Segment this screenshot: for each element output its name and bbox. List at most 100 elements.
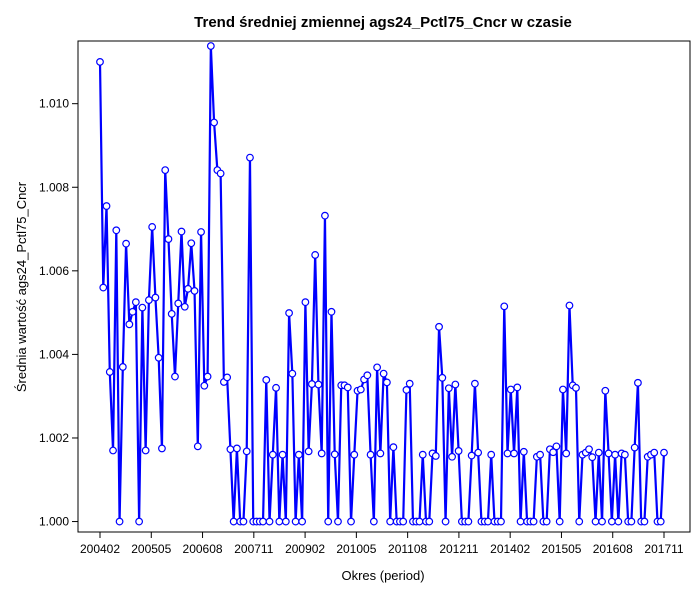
data-point xyxy=(138,303,147,312)
data-point xyxy=(588,453,597,462)
data-point xyxy=(164,235,173,243)
data-point xyxy=(614,517,623,526)
data-point xyxy=(519,447,528,456)
data-point xyxy=(431,452,440,460)
data-point xyxy=(630,443,639,452)
data-point xyxy=(285,309,293,317)
data-point xyxy=(281,517,290,526)
y-tick-label: 1.000 xyxy=(39,515,69,529)
y-tick-label: 1.006 xyxy=(39,264,69,278)
data-point xyxy=(418,450,427,459)
data-point xyxy=(177,227,186,236)
data-point xyxy=(239,517,248,526)
data-point xyxy=(620,450,629,459)
data-point xyxy=(604,449,613,458)
data-point xyxy=(102,202,111,210)
data-point xyxy=(565,301,574,310)
data-point xyxy=(402,386,411,394)
data-point xyxy=(438,373,447,382)
data-point xyxy=(601,386,610,395)
data-point xyxy=(265,517,274,526)
data-point xyxy=(640,517,649,526)
data-point xyxy=(298,517,307,526)
data-point xyxy=(210,118,219,127)
data-point xyxy=(229,517,238,526)
data-point xyxy=(536,450,545,459)
data-point xyxy=(487,450,496,459)
series-line xyxy=(98,44,666,523)
data-point xyxy=(128,307,137,316)
data-point xyxy=(314,380,323,389)
x-tick-label: 201608 xyxy=(593,542,633,556)
data-point xyxy=(435,322,443,331)
data-point xyxy=(552,442,561,451)
x-tick-label: 201711 xyxy=(644,542,683,556)
data-point xyxy=(197,228,205,236)
data-point xyxy=(161,166,170,175)
data-point xyxy=(268,450,277,459)
data-point xyxy=(415,517,424,526)
data-point xyxy=(389,443,398,452)
data-point xyxy=(304,447,313,456)
x-tick-label: 200608 xyxy=(183,542,223,556)
data-point xyxy=(184,284,192,293)
data-point xyxy=(464,517,473,526)
data-point xyxy=(559,385,567,394)
data-point xyxy=(206,42,215,50)
data-point xyxy=(650,448,659,457)
data-point xyxy=(513,383,522,392)
data-point xyxy=(109,446,117,455)
data-point xyxy=(363,371,372,380)
data-point xyxy=(171,372,179,381)
y-axis-label: Średnia wartość ags24_Pctl75_Cncr xyxy=(14,181,29,392)
data-point xyxy=(311,251,320,259)
data-point xyxy=(330,450,339,459)
data-point xyxy=(262,375,271,384)
data-point xyxy=(324,517,333,526)
data-point xyxy=(131,298,140,307)
data-point xyxy=(474,448,483,457)
x-tick-label: 200402 xyxy=(80,542,120,556)
data-point xyxy=(467,451,476,460)
data-point xyxy=(233,444,241,453)
data-point xyxy=(193,442,202,451)
data-point xyxy=(125,320,134,329)
y-tick-label: 1.002 xyxy=(39,431,69,445)
data-point xyxy=(180,302,189,311)
data-point xyxy=(484,517,492,526)
data-point xyxy=(503,449,512,458)
data-point xyxy=(288,369,297,378)
data-point xyxy=(356,385,365,394)
data-point xyxy=(607,517,616,526)
data-point xyxy=(627,517,636,526)
data-point xyxy=(190,286,199,295)
x-tick-label: 201505 xyxy=(541,542,581,556)
data-point xyxy=(200,381,209,390)
data-point xyxy=(386,517,395,526)
data-point xyxy=(425,517,434,526)
data-point xyxy=(598,517,606,526)
data-point xyxy=(144,296,153,304)
data-point xyxy=(216,169,225,178)
data-point xyxy=(321,211,329,220)
data-point xyxy=(259,517,267,526)
data-point xyxy=(291,517,300,526)
data-point xyxy=(203,372,212,381)
x-tick-label: 200902 xyxy=(285,542,325,556)
series-group xyxy=(96,42,668,526)
x-axis-label: Okres (period) xyxy=(341,568,424,583)
data-point xyxy=(148,223,157,231)
y-tick-label: 1.010 xyxy=(39,97,69,111)
data-point xyxy=(366,450,375,459)
data-point xyxy=(347,517,355,526)
y-axis: 1.000 1.002 1.004 1.006 1.008 1.010 xyxy=(39,97,78,529)
data-point xyxy=(399,517,408,526)
x-tick-label: 201211 xyxy=(439,542,478,556)
data-point xyxy=(301,298,310,307)
data-point xyxy=(656,517,665,526)
data-point xyxy=(405,379,414,388)
data-point xyxy=(122,239,130,248)
data-point xyxy=(350,450,359,459)
data-point xyxy=(379,369,388,378)
